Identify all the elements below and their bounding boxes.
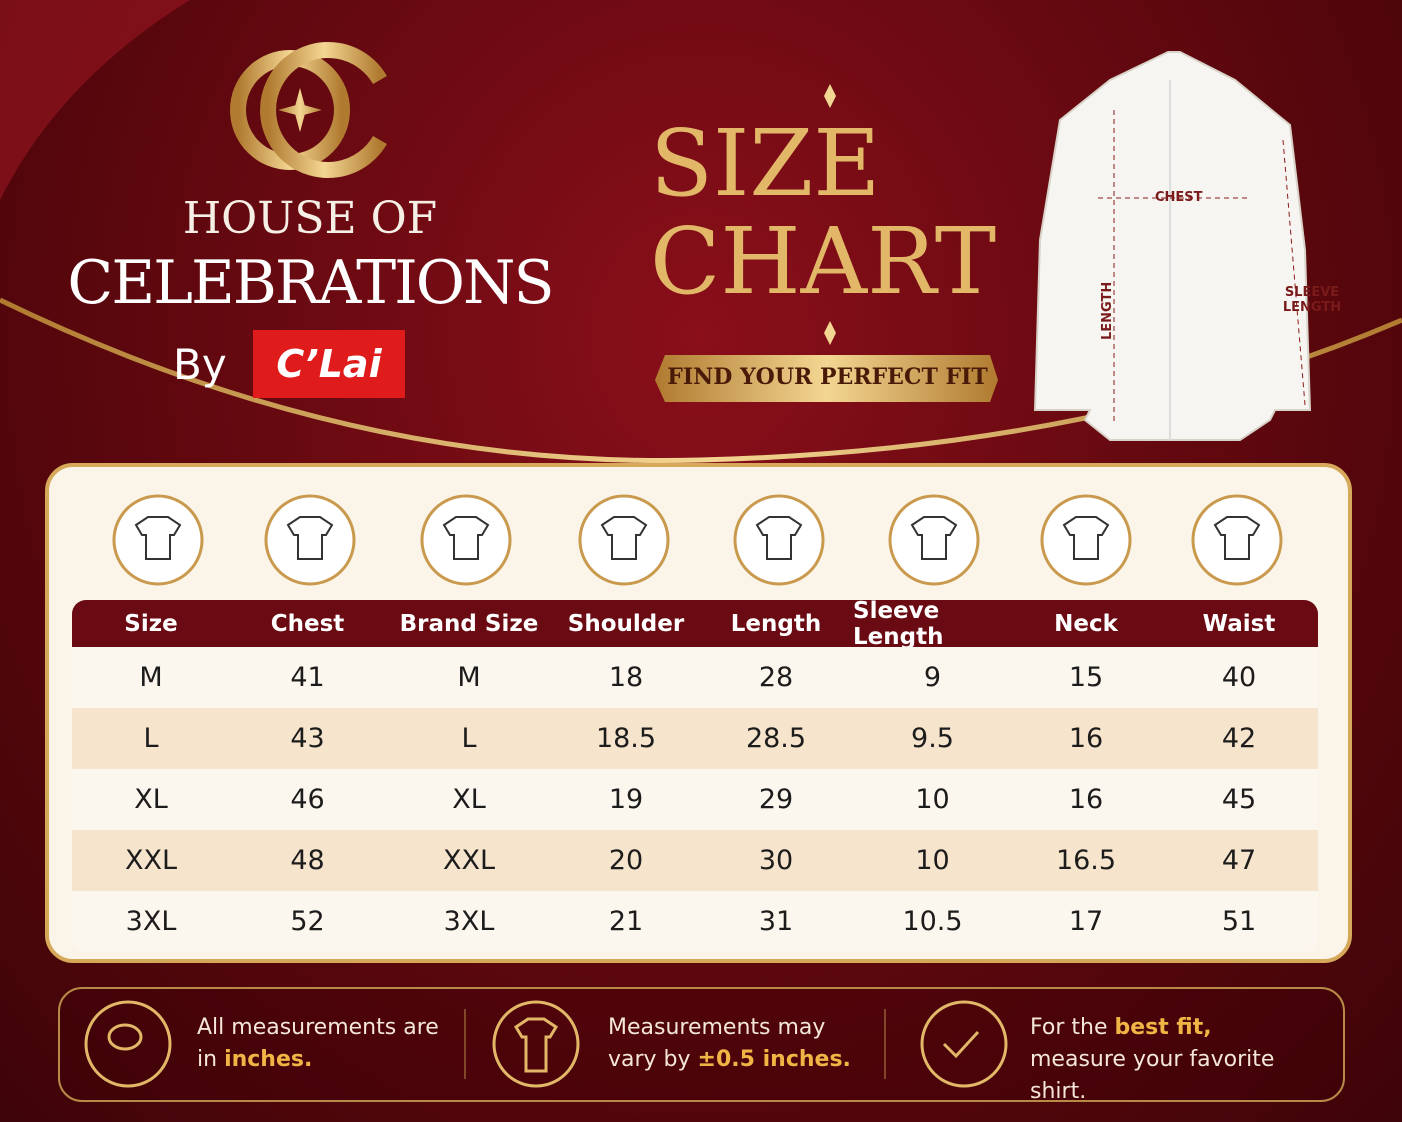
column-header: Length (699, 600, 854, 647)
table-cell: 52 (230, 891, 386, 952)
note-icons (84, 1000, 1008, 1088)
table-cell: 18.5 (553, 708, 700, 769)
brand-line2: CELEBRATIONS (67, 248, 554, 318)
table-cell: 42 (1160, 708, 1318, 769)
note-1: All measurements are in inches. (197, 1012, 447, 1076)
column-icon (733, 494, 825, 586)
table-cell: XXL (385, 830, 554, 891)
table-cell: 15 (1012, 647, 1161, 708)
decor (0, 0, 1402, 464)
table-cell: M (72, 647, 231, 708)
table-cell: 40 (1160, 647, 1318, 708)
table-cell: 51 (1160, 891, 1318, 952)
title-2: CHART (650, 208, 997, 315)
column-header: Brand Size (385, 600, 554, 647)
table-cell: 19 (553, 769, 700, 830)
table-cell: 21 (553, 891, 700, 952)
table-cell: 28 (699, 647, 854, 708)
column-header: Neck (1012, 600, 1161, 647)
table-cell: 28.5 (699, 708, 854, 769)
brand-line1: HOUSE OF (182, 193, 438, 244)
diagram-chest: CHEST (1155, 190, 1203, 205)
column-icon (420, 494, 512, 586)
table-cell: 16 (1012, 769, 1161, 830)
column-header: Shoulder (553, 600, 700, 647)
note-text: For the (1030, 1015, 1108, 1040)
table-cell: 3XL (385, 891, 554, 952)
brand-badge: C’Lai (253, 330, 405, 398)
note-3: For the best fit, measure your favorite s… (1030, 1012, 1330, 1108)
column-icon (888, 494, 980, 586)
note-highlight: inches. (224, 1047, 313, 1072)
table-cell: 16.5 (1012, 830, 1161, 891)
table-cell: 47 (1160, 830, 1318, 891)
table-cell: XL (72, 769, 231, 830)
brand-by: By (173, 340, 227, 389)
table-cell: L (385, 708, 554, 769)
table-cell: 16 (1012, 708, 1161, 769)
table-cell: 43 (230, 708, 386, 769)
column-icon (264, 494, 356, 586)
diagram-sleeve: SLEEVE LENGTH (1282, 285, 1342, 315)
column-header: Size (72, 600, 231, 647)
table-cell: 20 (553, 830, 700, 891)
column-icon (578, 494, 670, 586)
table-cell: 46 (230, 769, 386, 830)
note-text: All measurements are in (197, 1015, 439, 1072)
table-cell: 45 (1160, 769, 1318, 830)
table-cell: 29 (699, 769, 854, 830)
column-icon (112, 494, 204, 586)
table-cell: 31 (699, 891, 854, 952)
column-header: Sleeve Length (853, 600, 1013, 650)
table-cell: XL (385, 769, 554, 830)
table-cell: 30 (699, 830, 854, 891)
table-cell: 9 (853, 647, 1013, 708)
icons (112, 494, 1283, 586)
column-header: Chest (230, 600, 386, 647)
table-cell: 10.5 (853, 891, 1013, 952)
table-cell: 17 (1012, 891, 1161, 952)
note-highlight: ±0.5 inches. (697, 1047, 851, 1072)
diagram-length: LENGTH (1100, 281, 1115, 340)
table-cell: 10 (853, 769, 1013, 830)
table-cell: 41 (230, 647, 386, 708)
note-text: Measurements may vary by (608, 1015, 826, 1072)
table-cell: 3XL (72, 891, 231, 952)
note-highlight: best fit, (1114, 1015, 1212, 1040)
table-cell: L (72, 708, 231, 769)
table-cell: XXL (72, 830, 231, 891)
note-2: Measurements may vary by ±0.5 inches. (608, 1012, 858, 1076)
table-cell: 10 (853, 830, 1013, 891)
notes-panel (58, 987, 1345, 1102)
ribbon: FIND YOUR PERFECT FIT (667, 364, 988, 390)
table-cell: M (385, 647, 554, 708)
title-1: SIZE (650, 110, 881, 217)
table-cell: 48 (230, 830, 386, 891)
table-cell: 9.5 (853, 708, 1013, 769)
column-header: Waist (1160, 600, 1318, 647)
column-icon (1040, 494, 1132, 586)
column-icon (1191, 494, 1283, 586)
table-cell: 18 (553, 647, 700, 708)
size-table: Size Chest Brand Size Shoulder Length Sleeve … (72, 600, 1318, 952)
note-text: measure your favorite shirt. (1030, 1047, 1275, 1104)
